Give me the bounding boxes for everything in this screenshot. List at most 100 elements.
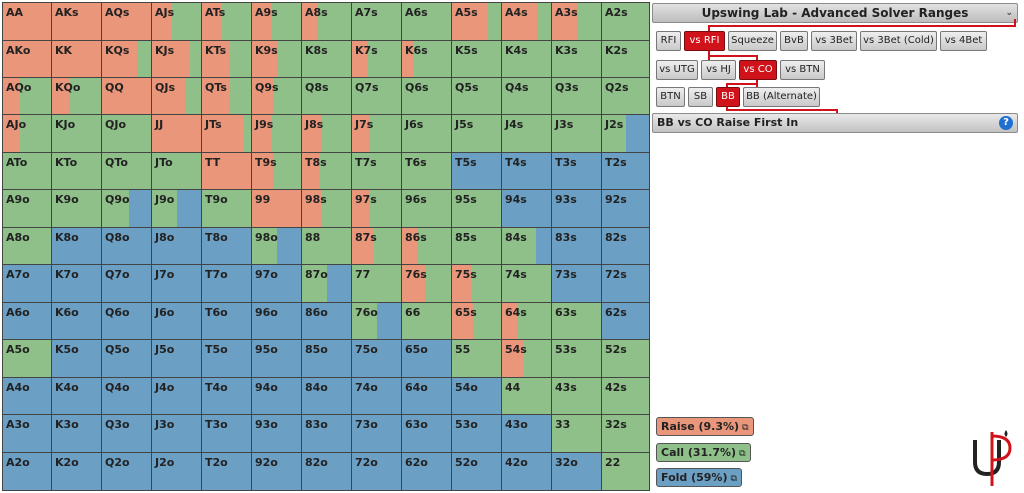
hand-cell-T3o[interactable]: T3o [202,415,252,453]
hand-cell-87o[interactable]: 87o [302,265,352,303]
hand-cell-T9s[interactable]: T9s [252,153,302,190]
legend-call[interactable]: Call (31.7%) ⧉ [656,443,751,462]
hand-cell-88[interactable]: 88 [302,228,352,265]
hand-cell-T3s[interactable]: T3s [552,153,602,190]
hand-cell-84o[interactable]: 84o [302,378,352,415]
hand-cell-Q7o[interactable]: Q7o [102,265,152,303]
nav-button-vs-btn[interactable]: vs BTN [780,60,825,80]
hand-cell-A2s[interactable]: A2s [602,3,650,41]
hand-cell-93o[interactable]: 93o [252,415,302,453]
hand-cell-T8o[interactable]: T8o [202,228,252,265]
hand-cell-A9s[interactable]: A9s [252,3,302,41]
nav-button-bvb[interactable]: BvB [780,31,808,51]
hand-cell-J6o[interactable]: J6o [152,303,202,340]
hand-cell-J5s[interactable]: J5s [452,115,502,153]
hand-cell-Q8o[interactable]: Q8o [102,228,152,265]
hand-cell-Q6s[interactable]: Q6s [402,78,452,115]
hand-cell-QTo[interactable]: QTo [102,153,152,190]
nav-button-vs-utg[interactable]: vs UTG [656,60,698,80]
legend-fold[interactable]: Fold (59%) ⧉ [656,468,742,487]
hand-cell-A5o[interactable]: A5o [3,340,52,378]
hand-cell-97s[interactable]: 97s [352,190,402,228]
hand-cell-A8s[interactable]: A8s [302,3,352,41]
hand-cell-54o[interactable]: 54o [452,378,502,415]
hand-cell-62s[interactable]: 62s [602,303,650,340]
hand-cell-74o[interactable]: 74o [352,378,402,415]
hand-cell-T6s[interactable]: T6s [402,153,452,190]
hand-cell-T9o[interactable]: T9o [202,190,252,228]
hand-cell-KTs[interactable]: KTs [202,41,252,78]
hand-cell-JTs[interactable]: JTs [202,115,252,153]
hand-cell-J3o[interactable]: J3o [152,415,202,453]
hand-cell-ATo[interactable]: ATo [3,153,52,190]
hand-cell-95s[interactable]: 95s [452,190,502,228]
hand-cell-Q6o[interactable]: Q6o [102,303,152,340]
hand-cell-86o[interactable]: 86o [302,303,352,340]
hand-cell-AJs[interactable]: AJs [152,3,202,41]
hand-cell-T4o[interactable]: T4o [202,378,252,415]
hand-cell-A3o[interactable]: A3o [3,415,52,453]
hand-cell-92o[interactable]: 92o [252,453,302,491]
hand-cell-A7o[interactable]: A7o [3,265,52,303]
hand-cell-ATs[interactable]: ATs [202,3,252,41]
hand-cell-A8o[interactable]: A8o [3,228,52,265]
hand-cell-Q9o[interactable]: Q9o [102,190,152,228]
nav-button-sb[interactable]: SB [688,87,713,107]
nav-button-vs-3bet-cold[interactable]: vs 3Bet (Cold) [860,31,937,51]
hand-cell-QTs[interactable]: QTs [202,78,252,115]
hand-cell-TT[interactable]: TT [202,153,252,190]
hand-cell-K6o[interactable]: K6o [52,303,102,340]
hand-cell-K4o[interactable]: K4o [52,378,102,415]
hand-cell-42o[interactable]: 42o [502,453,552,491]
hand-cell-K5o[interactable]: K5o [52,340,102,378]
hand-cell-76o[interactable]: 76o [352,303,402,340]
hand-cell-J9o[interactable]: J9o [152,190,202,228]
hand-cell-AQs[interactable]: AQs [102,3,152,41]
hand-cell-AQo[interactable]: AQo [3,78,52,115]
hand-cell-A2o[interactable]: A2o [3,453,52,491]
hand-cell-K3s[interactable]: K3s [552,41,602,78]
hand-cell-T8s[interactable]: T8s [302,153,352,190]
hand-cell-83s[interactable]: 83s [552,228,602,265]
nav-button-vs-rfi[interactable]: vs RFI [684,31,725,51]
hand-cell-AA[interactable]: AA [3,3,52,41]
hand-cell-82o[interactable]: 82o [302,453,352,491]
hand-cell-85o[interactable]: 85o [302,340,352,378]
hand-cell-98s[interactable]: 98s [302,190,352,228]
hand-cell-QJo[interactable]: QJo [102,115,152,153]
hand-cell-K9o[interactable]: K9o [52,190,102,228]
hand-cell-KK[interactable]: KK [52,41,102,78]
hand-cell-64s[interactable]: 64s [502,303,552,340]
hand-cell-K4s[interactable]: K4s [502,41,552,78]
help-icon[interactable]: ? [999,116,1013,130]
hand-cell-73o[interactable]: 73o [352,415,402,453]
hand-cell-T4s[interactable]: T4s [502,153,552,190]
hand-cell-A4o[interactable]: A4o [3,378,52,415]
hand-cell-Q4s[interactable]: Q4s [502,78,552,115]
hand-cell-94s[interactable]: 94s [502,190,552,228]
nav-button-vs-3bet[interactable]: vs 3Bet [811,31,857,51]
hand-cell-K8o[interactable]: K8o [52,228,102,265]
hand-cell-AKs[interactable]: AKs [52,3,102,41]
hand-cell-K2o[interactable]: K2o [52,453,102,491]
hand-cell-J6s[interactable]: J6s [402,115,452,153]
hand-cell-77[interactable]: 77 [352,265,402,303]
nav-button-bb-alternate[interactable]: BB (Alternate) [743,87,820,107]
hand-cell-86s[interactable]: 86s [402,228,452,265]
hand-cell-72s[interactable]: 72s [602,265,650,303]
hand-cell-JTo[interactable]: JTo [152,153,202,190]
hand-cell-98o[interactable]: 98o [252,228,302,265]
hand-cell-KJo[interactable]: KJo [52,115,102,153]
hand-cell-32s[interactable]: 32s [602,415,650,453]
hand-cell-K7o[interactable]: K7o [52,265,102,303]
hand-cell-J2s[interactable]: J2s [602,115,650,153]
hand-cell-K3o[interactable]: K3o [52,415,102,453]
hand-cell-T5s[interactable]: T5s [452,153,502,190]
hand-cell-JJ[interactable]: JJ [152,115,202,153]
hand-cell-Q4o[interactable]: Q4o [102,378,152,415]
hand-cell-K7s[interactable]: K7s [352,41,402,78]
hand-cell-K2s[interactable]: K2s [602,41,650,78]
hand-cell-A9o[interactable]: A9o [3,190,52,228]
hand-cell-J5o[interactable]: J5o [152,340,202,378]
hand-cell-KQo[interactable]: KQo [52,78,102,115]
